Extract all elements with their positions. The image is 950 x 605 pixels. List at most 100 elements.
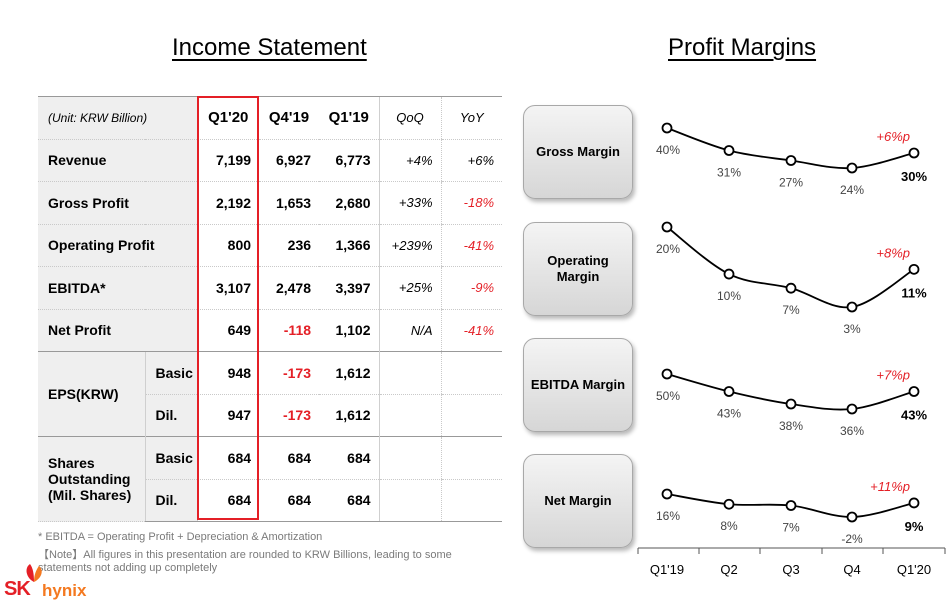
cell-q419: 1,653	[259, 181, 320, 225]
row-label: Revenue	[38, 139, 198, 182]
gross-margin-point	[908, 147, 920, 159]
cell-qoq: +239%	[378, 224, 442, 267]
cell-yoy	[440, 436, 503, 480]
sub-label-dil: Dil.	[144, 394, 198, 437]
gross-margin-box: Gross Margin	[523, 105, 633, 199]
cell-q120: 2,192	[196, 181, 260, 225]
col-header-qoq: QoQ	[378, 96, 442, 140]
col-header-q119: Q1'19	[319, 96, 380, 140]
logo-hynix-text: hynix	[42, 581, 87, 600]
operating-margin-change-label: +8%p	[876, 245, 910, 260]
gross-margin-data-label: 31%	[717, 166, 741, 180]
cell-q119: 6,773	[319, 139, 380, 182]
operating-margin-point	[785, 282, 797, 294]
ebitda-margin-box: EBITDA Margin	[523, 338, 633, 432]
x-tick-label: Q3	[782, 562, 799, 577]
net-margin-data-label: 7%	[782, 521, 800, 535]
cell-q120: 684	[196, 479, 260, 522]
net-margin-point	[846, 511, 858, 523]
operating-margin-point	[908, 263, 920, 275]
cell-yoy: -18%	[440, 181, 503, 225]
table-row-revenue: Revenue 7,199 6,927 6,773 +4% +6%	[38, 139, 503, 182]
table-row-shares-basic: Shares Outstanding (Mil. Shares) Basic 6…	[38, 436, 503, 522]
gross-margin-point	[785, 155, 797, 166]
cell-q119: 3,397	[319, 266, 380, 310]
unit-label: (Unit: KRW Billion)	[38, 96, 198, 140]
col-header-q419: Q4'19	[259, 96, 320, 140]
cell-qoq: +33%	[378, 181, 442, 225]
net-margin-point	[908, 497, 920, 509]
cell-q119: 1,612	[319, 351, 380, 395]
table-row-ebitda: EBITDA* 3,107 2,478 3,397 +25% -9%	[38, 266, 503, 310]
net-margin-point	[661, 488, 673, 500]
gross-margin-data-label: 30%	[901, 169, 927, 184]
cell-yoy: -9%	[440, 266, 503, 310]
gross-margin-point	[723, 145, 735, 156]
table-row-net-profit: Net Profit 649 -118 1,102 N/A -41%	[38, 309, 503, 352]
cell-q119: 684	[319, 479, 380, 522]
cell-q120: 684	[196, 436, 260, 480]
rounding-note: 【Note】All figures in this presentation a…	[38, 549, 452, 574]
cell-q119: 1,102	[319, 309, 380, 352]
row-label: Net Profit	[38, 309, 198, 352]
cell-q419: 684	[259, 479, 320, 522]
cell-q120: 947	[196, 394, 260, 437]
cell-qoq	[378, 479, 442, 522]
cell-q419: 236	[259, 224, 320, 267]
cell-qoq: +25%	[378, 266, 442, 310]
cell-q119: 684	[319, 436, 380, 480]
cell-q419: 684	[259, 436, 320, 480]
x-tick-label: Q2	[720, 562, 737, 577]
ebitda-margin-data-label: 43%	[901, 408, 927, 423]
gross-margin-data-label: 24%	[840, 183, 864, 197]
table-header-row: (Unit: KRW Billion) Q1'20 Q4'19 Q1'19 Qo…	[38, 96, 503, 140]
operating-margin-data-label: 11%	[901, 285, 927, 300]
operating-margin-point	[846, 301, 858, 313]
cell-qoq: N/A	[378, 309, 442, 352]
x-tick-label: Q1'19	[650, 562, 684, 577]
gross-margin-point	[846, 162, 858, 174]
col-header-q120: Q1'20	[196, 96, 260, 140]
gross-margin-change-label: +6%p	[876, 129, 910, 144]
operating-margin-data-label: 10%	[717, 289, 741, 303]
operating-margin-box: Operating Margin	[523, 222, 633, 316]
net-margin-point	[723, 498, 735, 510]
cell-yoy: +6%	[440, 139, 503, 182]
shares-label: Shares Outstanding (Mil. Shares)	[38, 436, 145, 522]
operating-margin-line	[666, 226, 915, 309]
table-row-eps-basic: EPS(KRW) Basic 948 -173 1,612	[38, 351, 503, 437]
profit-margins-title: Profit Margins	[668, 34, 817, 61]
cell-yoy	[440, 479, 503, 522]
gross-margin-data-label: 40%	[656, 143, 680, 157]
butterfly-logo-icon	[26, 564, 42, 582]
net-margin-data-label: 9%	[905, 519, 924, 534]
income-statement-table: (Unit: KRW Billion) Q1'20 Q4'19 Q1'19 Qo…	[38, 96, 503, 522]
cell-yoy	[440, 351, 503, 395]
table-row-operating-profit: Operating Profit 800 236 1,366 +239% -41…	[38, 224, 503, 267]
ebitda-margin-point	[908, 386, 920, 397]
ebitda-margin-data-label: 36%	[840, 424, 864, 438]
cell-q120: 948	[196, 351, 260, 395]
cell-q119: 2,680	[319, 181, 380, 225]
sub-label-basic: Basic	[144, 436, 198, 480]
ebitda-margin-point	[785, 398, 797, 410]
cell-yoy: -41%	[440, 309, 503, 352]
operating-margin-data-label: 3%	[843, 322, 861, 336]
x-tick-label: Q1'20	[897, 562, 931, 577]
cell-yoy: -41%	[440, 224, 503, 267]
sub-label-dil: Dil.	[144, 479, 198, 522]
col-header-yoy: YoY	[440, 96, 503, 140]
gross-margin-data-label: 27%	[779, 176, 803, 190]
net-margin-data-label: 16%	[656, 509, 680, 523]
net-margin-data-label: -2%	[841, 532, 863, 546]
income-statement-title: Income Statement	[172, 34, 367, 61]
ebitda-margin-point	[661, 368, 673, 380]
cell-q419: -173	[259, 351, 320, 395]
eps-label: EPS(KRW)	[38, 351, 145, 437]
cell-qoq	[378, 394, 442, 437]
ebitda-margin-data-label: 43%	[717, 407, 741, 421]
cell-q120: 800	[196, 224, 260, 267]
net-margin-box: Net Margin	[523, 454, 633, 548]
x-tick-label: Q4	[843, 562, 860, 577]
